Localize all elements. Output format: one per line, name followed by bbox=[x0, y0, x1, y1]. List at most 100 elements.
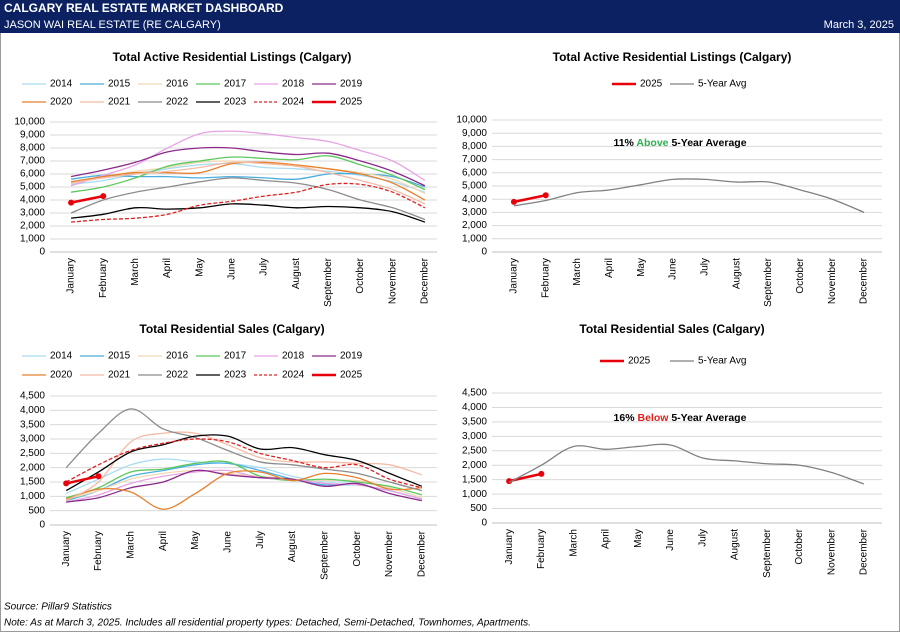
annotation-value: 16% bbox=[614, 412, 636, 424]
y-tick-label: 8,000 bbox=[462, 141, 487, 152]
x-tick-label: September bbox=[763, 257, 774, 307]
x-tick-label: August bbox=[730, 529, 741, 560]
series-line bbox=[70, 155, 426, 193]
x-tick-label: November bbox=[827, 257, 838, 304]
series-line bbox=[70, 146, 426, 187]
series-line bbox=[71, 182, 426, 223]
legend-label: 2025 bbox=[640, 79, 663, 90]
legend-label: 2017 bbox=[224, 79, 247, 90]
x-tick-label: August bbox=[731, 258, 742, 289]
series-marker bbox=[100, 193, 107, 200]
x-tick-label: July bbox=[255, 531, 266, 549]
y-tick-label: 4,500 bbox=[20, 391, 45, 402]
series-marker bbox=[542, 192, 549, 199]
x-tick-label: June bbox=[222, 531, 233, 553]
chart-title: Total Residential Sales (Calgary) bbox=[579, 322, 764, 336]
legend-label: 2019 bbox=[340, 351, 363, 362]
series-line bbox=[65, 434, 423, 492]
y-tick-label: 3,000 bbox=[20, 434, 45, 445]
x-tick-label: January bbox=[61, 531, 72, 567]
legend-label: 2016 bbox=[166, 351, 189, 362]
y-tick-label: 10,000 bbox=[14, 117, 45, 128]
y-tick-label: 5,000 bbox=[20, 182, 45, 193]
legend-label: 2022 bbox=[166, 97, 189, 108]
header-date: March 3, 2025 bbox=[824, 19, 894, 31]
series-line bbox=[65, 438, 422, 489]
y-tick-label: 3,500 bbox=[20, 419, 45, 430]
legend-label: 2025 bbox=[340, 370, 363, 381]
y-tick-label: 1,000 bbox=[462, 233, 487, 244]
legend-label: 2014 bbox=[50, 351, 73, 362]
series-line bbox=[513, 178, 865, 214]
footer-note: Note: As at March 3, 2025. Includes all … bbox=[4, 618, 531, 629]
series-line bbox=[65, 475, 99, 485]
y-tick-label: 1,000 bbox=[20, 234, 45, 245]
y-tick-label: 4,000 bbox=[20, 405, 45, 416]
y-tick-label: 1,000 bbox=[462, 489, 487, 500]
legend-label: 2021 bbox=[108, 370, 131, 381]
x-tick-label: July bbox=[697, 529, 708, 547]
legend-label: 2016 bbox=[166, 79, 189, 90]
series-line bbox=[65, 460, 423, 499]
x-tick-label: April bbox=[604, 258, 615, 278]
x-tick-label: August bbox=[287, 531, 298, 562]
header-bar bbox=[0, 0, 900, 33]
legend-label: 2015 bbox=[108, 351, 131, 362]
y-tick-label: 9,000 bbox=[462, 128, 487, 139]
series-line bbox=[65, 408, 423, 492]
y-tick-label: 1,500 bbox=[20, 477, 45, 488]
annotation-text: 5-Year Average bbox=[671, 137, 746, 149]
legend-label: 2019 bbox=[340, 79, 363, 90]
header-subtitle: JASON WAI REAL ESTATE (RE CALGARY) bbox=[4, 19, 221, 31]
x-tick-label: October bbox=[352, 530, 363, 566]
y-tick-label: 0 bbox=[39, 520, 45, 531]
series-line bbox=[65, 469, 423, 500]
x-tick-label: May bbox=[190, 531, 201, 550]
chart-title: Total Active Residential Listings (Calga… bbox=[553, 50, 792, 64]
y-tick-label: 0 bbox=[481, 518, 487, 529]
legend-label: 2022 bbox=[166, 370, 189, 381]
y-tick-label: 1,500 bbox=[462, 474, 487, 485]
y-tick-label: 3,000 bbox=[462, 207, 487, 218]
series-line bbox=[65, 470, 422, 510]
x-tick-label: May bbox=[194, 258, 205, 277]
x-tick-label: October bbox=[355, 257, 366, 293]
legend-label: 2021 bbox=[108, 97, 131, 108]
x-tick-label: October bbox=[795, 257, 806, 293]
x-tick-label: June bbox=[227, 258, 238, 280]
x-tick-label: December bbox=[416, 530, 427, 577]
x-tick-label: December bbox=[859, 257, 870, 304]
y-tick-label: 7,000 bbox=[20, 156, 45, 167]
x-tick-label: April bbox=[158, 531, 169, 551]
y-tick-label: 4,500 bbox=[462, 388, 487, 399]
y-tick-label: 500 bbox=[470, 503, 487, 514]
legend-label: 2017 bbox=[224, 351, 247, 362]
chart-title: Total Active Residential Listings (Calga… bbox=[113, 50, 352, 64]
y-tick-label: 3,000 bbox=[20, 208, 45, 219]
legend-label: 5-Year Avg bbox=[698, 79, 746, 90]
x-tick-label: November bbox=[387, 257, 398, 304]
legend-label: 2025 bbox=[340, 97, 363, 108]
series-line bbox=[70, 177, 426, 221]
annotation-direction: Above bbox=[636, 137, 668, 149]
annotation: 16% Below 5-Year Average bbox=[614, 412, 747, 424]
y-tick-label: 0 bbox=[39, 247, 45, 258]
x-tick-label: January bbox=[66, 258, 77, 294]
header-title: CALGARY REAL ESTATE MARKET DASHBOARD bbox=[4, 1, 284, 15]
chart-title: Total Residential Sales (Calgary) bbox=[139, 322, 324, 336]
x-tick-label: May bbox=[633, 529, 644, 548]
legend-label: 2023 bbox=[224, 97, 247, 108]
footer-source: Source: Pillar9 Statistics bbox=[4, 602, 112, 613]
y-tick-label: 6,000 bbox=[462, 167, 487, 178]
annotation-text: 5-Year Average bbox=[671, 412, 746, 424]
y-tick-label: 3,000 bbox=[462, 431, 487, 442]
legend-label: 2018 bbox=[282, 351, 305, 362]
x-tick-label: July bbox=[700, 258, 711, 276]
legend-label: 2020 bbox=[50, 370, 73, 381]
x-tick-label: February bbox=[93, 531, 104, 571]
x-tick-label: February bbox=[98, 258, 109, 298]
x-tick-label: March bbox=[125, 531, 136, 559]
x-tick-label: April bbox=[601, 529, 612, 549]
